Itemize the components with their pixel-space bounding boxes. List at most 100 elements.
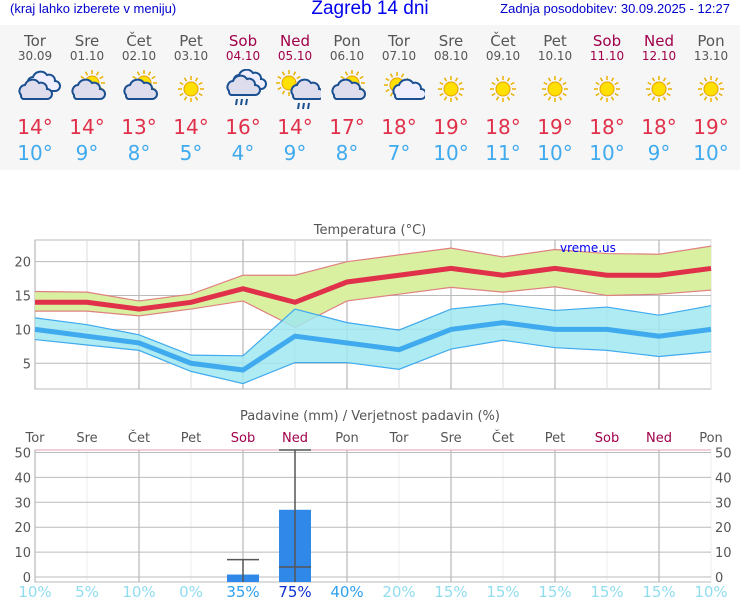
precip-probability: 15% (538, 583, 571, 600)
max-temp: 14° (69, 115, 105, 139)
min-temp: 9° (75, 141, 99, 165)
min-temp: 10° (433, 141, 469, 165)
day-date: 12.10 (641, 49, 677, 63)
y-tick-label: 0 (715, 571, 723, 586)
band-edge (35, 286, 712, 329)
day-date: 11.10 (589, 49, 625, 63)
min-temp-line (34, 320, 712, 373)
y-tick-label: 10 (715, 546, 732, 561)
y-tick-label: 50 (14, 446, 31, 461)
precip-probability: 20% (382, 583, 415, 600)
min-temp: 9° (647, 141, 671, 165)
max-temp: 19° (693, 115, 729, 139)
day-name: Pet (179, 32, 203, 50)
day-name: Pet (543, 32, 567, 50)
chart-title: Temperatura (°C) (313, 223, 426, 238)
y-tick-label: 5 (23, 357, 31, 372)
y-tick-label: 20 (14, 521, 31, 536)
y-tick-label: 15 (14, 290, 31, 305)
y-tick-label: 20 (715, 521, 732, 536)
min-temp: 9° (283, 141, 307, 165)
day-column: Sre 01.10 14° 9° (61, 25, 113, 165)
precip-probability: 40% (330, 583, 363, 600)
min-temp: 10° (589, 141, 625, 165)
day-column: Sob 04.10 16° 4° (217, 25, 269, 165)
x-tick-label: Čet (492, 430, 514, 446)
precip-probability: 75% (278, 583, 311, 600)
band-edge (34, 338, 712, 385)
precip-probability: 15% (642, 583, 675, 600)
day-column: Tor 30.09 14° 10° (9, 25, 61, 165)
partly-cloudy-icon (61, 69, 113, 109)
day-column: Pet 03.10 14° 5° (165, 25, 217, 166)
day-name: Čet (490, 32, 516, 50)
watermark: vreme.us (560, 241, 616, 255)
max-temp: 13° (121, 115, 157, 139)
rain-icon (217, 68, 269, 109)
day-date: 09.10 (485, 49, 521, 63)
day-date: 04.10 (225, 49, 261, 63)
band-edge (34, 245, 712, 302)
x-tick-label: Pet (181, 431, 201, 446)
precip-plot-area (34, 449, 712, 583)
min-temp: 8° (127, 141, 151, 165)
precip-probability: 35% (226, 583, 259, 600)
precip-probability: 10% (694, 583, 727, 600)
x-tick-label: Ned (646, 431, 672, 446)
x-tick-label: Pet (545, 431, 565, 446)
max-temp: 18° (381, 115, 417, 139)
sunny-icon (633, 69, 685, 109)
day-date: 02.10 (121, 49, 157, 63)
day-column: Pon 06.10 17° 8° (321, 25, 373, 165)
max-temp: 14° (277, 115, 313, 139)
x-tick-label: Tor (388, 431, 409, 446)
max-temp: 19° (537, 115, 573, 139)
day-name: Tor (388, 32, 410, 50)
min-temp: 4° (231, 141, 255, 165)
min-temp: 8° (335, 141, 359, 165)
min-temp: 10° (537, 141, 573, 165)
y-tick-label: 30 (715, 496, 732, 511)
sunny-icon (425, 69, 477, 109)
day-column: Ned 05.10 14° 9° (269, 25, 325, 165)
precip-probability: 15% (590, 583, 623, 600)
day-column: Tor 07.10 18° 7° (373, 25, 427, 165)
day-date: 06.10 (329, 49, 365, 63)
sunny-icon (165, 69, 217, 109)
y-tick-label: 40 (715, 471, 732, 486)
x-tick-label: Sre (440, 431, 461, 446)
y-tick-label: 40 (14, 471, 31, 486)
day-date: 08.10 (433, 49, 469, 63)
min-temp: 5° (179, 141, 203, 165)
day-column: Sre 08.10 19° 10° (425, 25, 477, 166)
max-temp: 14° (173, 115, 209, 139)
x-tick-label: Pon (699, 431, 723, 446)
day-column: Ned 12.10 18° 9° (633, 25, 685, 166)
min-temp: 10° (17, 141, 53, 165)
day-date: 05.10 (277, 49, 313, 63)
location-hint: (kraj lahko izberete v meniju) (10, 1, 177, 16)
daily-forecast: Tor 30.09 14° 10° Sre 01.10 14° 9° Čet 02.… (0, 25, 740, 170)
x-tick-label: Čet (128, 430, 150, 446)
precip-probability: 10% (122, 583, 155, 600)
day-column: Pet 10.10 19° 10° (529, 25, 581, 166)
last-updated: Zadnja posodobitev: 30.09.2025 - 12:27 (500, 1, 730, 16)
y-tick-label: 20 (14, 256, 31, 271)
max-temp: 18° (485, 115, 521, 139)
day-date: 01.10 (69, 49, 105, 63)
day-date: 03.10 (173, 49, 209, 63)
day-date: 10.10 (537, 49, 573, 63)
mostly-sunny-icon (373, 69, 427, 109)
day-column: Čet 09.10 18° 11° (477, 25, 529, 166)
day-name: Sre (74, 32, 100, 50)
chart-title: Padavine (mm) / Verjetnost padavin (%) (240, 409, 500, 424)
precip-probability: 0% (179, 583, 203, 600)
day-name: Pon (697, 32, 725, 50)
x-tick-label: Sob (595, 431, 619, 446)
day-name: Čet (126, 32, 152, 50)
partly-cloudy-icon (321, 69, 373, 109)
sunny-icon (685, 69, 737, 109)
day-name: Sre (438, 32, 464, 50)
min-temp: 11° (485, 141, 521, 165)
y-tick-label: 10 (14, 546, 31, 561)
